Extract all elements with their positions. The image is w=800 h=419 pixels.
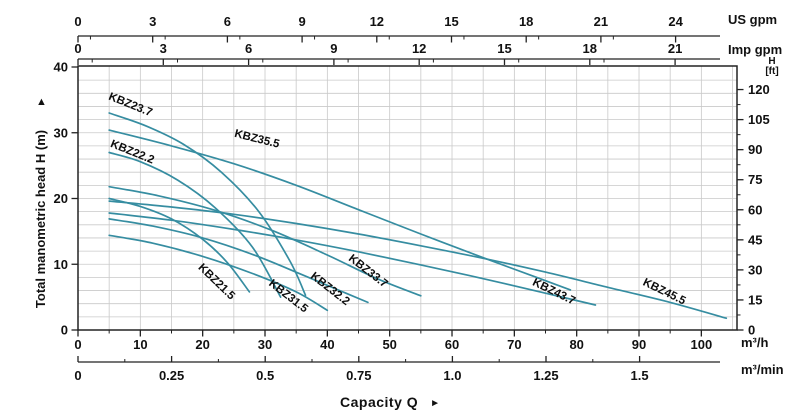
pump-curve-KBZ33.7 [108,185,422,297]
head-ft-tick-label: 15 [748,292,762,307]
feet-axis-unit-label: H [ft] [752,57,792,77]
us-gpm-tick-label: 12 [370,14,384,29]
x-axis-title-text: Capacity Q [340,394,419,410]
m3min-tick-label: 0.5 [256,368,274,383]
m3h-tick-label: 30 [258,337,272,352]
m3h-tick-label: 60 [445,337,459,352]
m3h-tick-label: 90 [632,337,646,352]
m3h-tick-label: 70 [507,337,521,352]
head-m-tick-label: 0 [61,323,68,338]
y-axis-title: Total manometric head H (m) [33,129,48,309]
us-gpm-unit-label: US gpm [728,12,778,27]
m3min-tick-label: 0.75 [346,368,371,383]
imp-gpm-tick-label: 9 [330,41,337,56]
head-ft-tick-label: 105 [748,112,770,127]
head-m-tick-label: 20 [54,191,68,206]
pump-curve-KBZ45.5 [108,200,728,320]
us-gpm-tick-label: 9 [298,14,305,29]
pump-curve-KBZ23.7 [108,112,307,297]
m3min-tick-label: 1.5 [631,368,649,383]
head-m-tick-label: 10 [54,257,68,272]
m3h-tick-label: 20 [195,337,209,352]
curve-label-KBZ22.2: KBZ22.2 [109,138,156,166]
imp-gpm-tick-label: 6 [245,41,252,56]
head-ft-tick-label: 0 [748,323,755,338]
m3min-tick-label: 0.25 [159,368,184,383]
x-axis-title: Capacity Q ► [340,394,441,410]
imp-gpm-tick-label: 15 [497,41,511,56]
m3h-tick-label: 0 [74,337,81,352]
curve-label-KBZ35.5: KBZ35.5 [233,128,281,151]
us-gpm-tick-label: 0 [74,14,81,29]
head-m-tick-label: 40 [54,60,68,75]
m3h-tick-label: 80 [569,337,583,352]
imp-gpm-tick-label: 12 [412,41,426,56]
us-gpm-tick-label: 3 [149,14,156,29]
imp-gpm-tick-label: 21 [668,41,682,56]
pump-curve-KBZ22.2 [108,151,282,298]
us-gpm-tick-label: 21 [594,14,608,29]
up-arrow-icon: ▲ [36,96,47,108]
head-m-tick-label: 30 [54,125,68,140]
feet-axis-ft: [ft] [765,66,779,77]
feet-axis-h: H [768,56,776,67]
us-gpm-tick-label: 6 [224,14,231,29]
pump-curve-KBZ31.5 [108,234,329,312]
curve-label-KBZ45.5: KBZ45.5 [641,277,688,308]
head-ft-tick-label: 45 [748,232,762,247]
curve-label-KBZ33.7: KBZ33.7 [346,253,390,291]
pump-curve-KBZ32.2 [108,218,369,304]
m3min-tick-label: 1.25 [533,368,558,383]
us-gpm-tick-label: 15 [444,14,458,29]
right-arrow-icon: ► [430,398,441,409]
pump-curve-KBZ43.7 [108,212,597,306]
imp-gpm-unit-label: Imp gpm [728,42,783,57]
m3h-tick-label: 50 [382,337,396,352]
m3h-tick-label: 40 [320,337,334,352]
head-ft-tick-label: 60 [748,202,762,217]
head-ft-tick-label: 90 [748,142,762,157]
m3min-tick-label: 1.0 [443,368,461,383]
head-ft-tick-label: 120 [748,82,770,97]
pump-curve-KBZ35.5 [108,129,572,291]
us-gpm-tick-label: 18 [519,14,533,29]
m3h-tick-label: 10 [133,337,147,352]
head-ft-tick-label: 75 [748,172,762,187]
us-gpm-tick-label: 24 [668,14,683,29]
m3min-tick-label: 0 [74,368,81,383]
imp-gpm-tick-label: 0 [74,41,81,56]
m3h-unit-label: m³/h [741,335,769,350]
m3h-tick-label: 100 [690,337,712,352]
m3min-unit-label: m³/min [741,362,784,377]
head-ft-tick-label: 30 [748,262,762,277]
imp-gpm-tick-label: 18 [583,41,597,56]
imp-gpm-tick-label: 3 [160,41,167,56]
